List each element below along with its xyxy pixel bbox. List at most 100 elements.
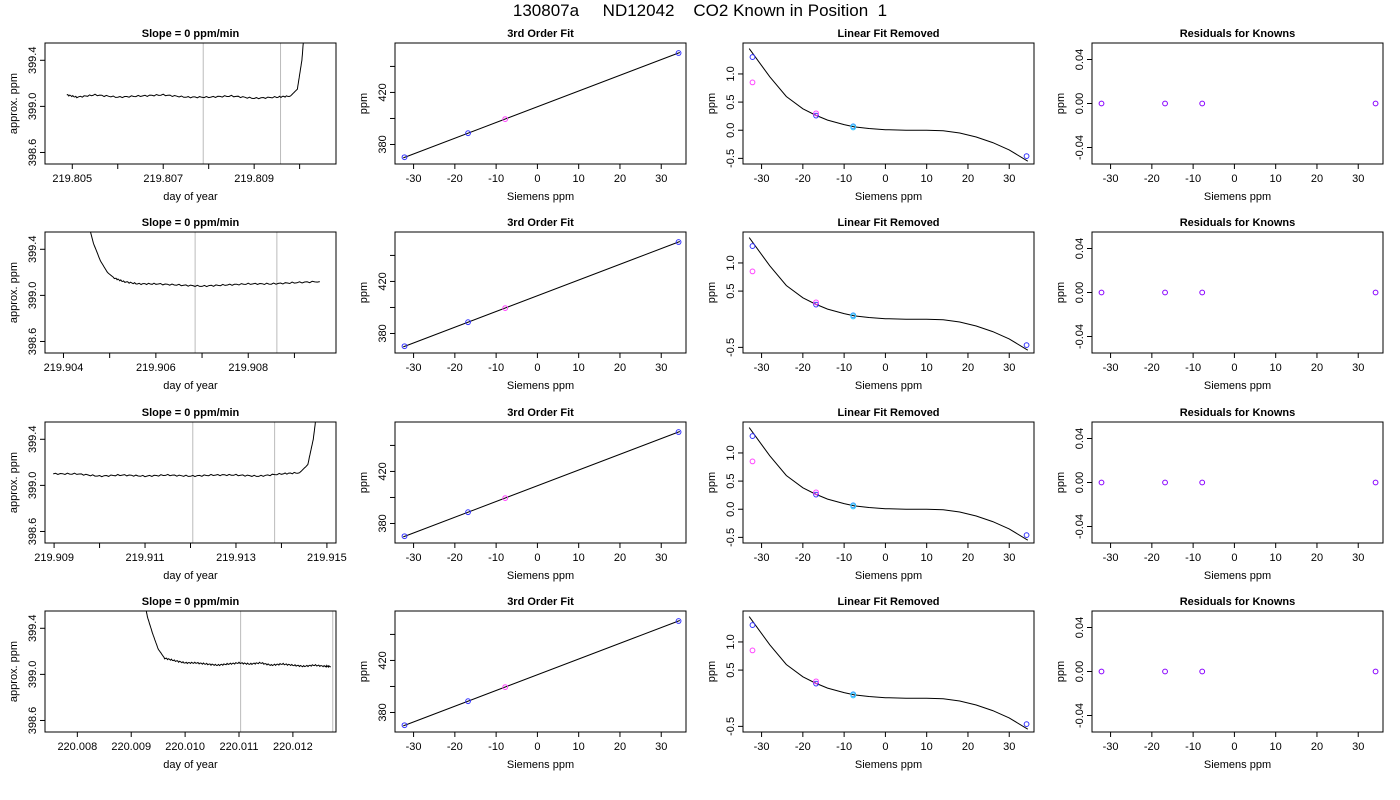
data-point bbox=[1023, 342, 1030, 349]
x-tick-label: -20 bbox=[795, 173, 811, 185]
data-point bbox=[1372, 289, 1379, 296]
panel-time-series-row-2: Slope = 0 ppm/min 219.904 219.906 219.908 39… bbox=[8, 217, 337, 392]
x-tick-label: -20 bbox=[1144, 362, 1160, 374]
data-point bbox=[749, 458, 756, 465]
x-tick-label: 20 bbox=[962, 552, 974, 564]
y-axis-label: ppm bbox=[358, 282, 370, 303]
data-series-line bbox=[66, 43, 304, 100]
y-axis-label: ppm bbox=[706, 472, 718, 493]
panel-linear-removed-row-2: Linear Fit Removed -30 -20 -10 0 10 20 30 -0.5 0.… bbox=[706, 217, 1035, 392]
plot-area bbox=[748, 48, 1030, 162]
data-point bbox=[502, 495, 509, 502]
y-tick-label: 0.00 bbox=[1074, 472, 1086, 493]
panel-frame bbox=[742, 610, 1035, 733]
data-point bbox=[1023, 153, 1030, 160]
x-tick-label: -30 bbox=[754, 173, 770, 185]
data-point bbox=[1098, 100, 1105, 107]
x-tick-label: 0 bbox=[882, 362, 888, 374]
y-axis-label: ppm bbox=[706, 93, 718, 114]
panel-title: Residuals for Knowns bbox=[1180, 28, 1296, 40]
x-tick-label: 0 bbox=[534, 362, 540, 374]
x-tick-label: 30 bbox=[1003, 173, 1015, 185]
x-tick-label: 20 bbox=[1311, 173, 1323, 185]
y-axis-label: approx. ppm bbox=[8, 262, 20, 323]
y-tick-label: 0.00 bbox=[1074, 93, 1086, 114]
page-title: 130807a ND12042 CO2 Known in Position 1 bbox=[512, 1, 888, 20]
data-point bbox=[1023, 532, 1030, 539]
plot-area bbox=[145, 611, 331, 669]
panel-title: 3rd Order Fit bbox=[507, 217, 574, 229]
x-tick-label: 10 bbox=[921, 552, 933, 564]
data-point bbox=[502, 116, 509, 123]
x-tick-label: 219.908 bbox=[228, 362, 268, 374]
panel-title: 3rd Order Fit bbox=[507, 596, 574, 608]
data-point bbox=[813, 110, 819, 117]
y-axis-label: ppm bbox=[358, 661, 370, 682]
data-point bbox=[401, 722, 408, 729]
data-point bbox=[850, 124, 857, 131]
x-tick-label: -20 bbox=[795, 552, 811, 564]
x-tick-label: -20 bbox=[1144, 173, 1160, 185]
y-tick-label: 0.5 bbox=[725, 283, 737, 298]
panel-linear-removed-row-3: Linear Fit Removed -30 -20 -10 0 10 20 30 -0.5 0.… bbox=[706, 407, 1035, 582]
y-tick-label: 1.0 bbox=[725, 634, 737, 649]
panel-time-series-row-1: Slope = 0 ppm/min 219.805 219.807 219.809 39… bbox=[8, 28, 337, 203]
plot-area bbox=[748, 616, 1030, 730]
panel-time-series-row-3: Slope = 0 ppm/min 219.909 219.911 219.913 21… bbox=[8, 407, 347, 582]
panel-title: 3rd Order Fit bbox=[507, 407, 574, 419]
data-point bbox=[749, 268, 756, 275]
x-tick-label: -30 bbox=[406, 362, 422, 374]
x-tick-label: -30 bbox=[754, 552, 770, 564]
x-tick-label: 30 bbox=[1003, 741, 1015, 753]
data-point bbox=[813, 301, 819, 308]
y-tick-label: 420 bbox=[377, 651, 389, 669]
y-axis-label: ppm bbox=[1055, 93, 1067, 114]
panel-frame bbox=[44, 610, 337, 733]
data-point bbox=[1162, 289, 1168, 296]
data-point bbox=[1098, 479, 1105, 486]
x-tick-label: -20 bbox=[1144, 741, 1160, 753]
panel-residuals-row-4: Residuals for Knowns -30 -20 -10 0 10 20 30 -0.0… bbox=[1055, 596, 1384, 771]
data-point bbox=[813, 680, 819, 687]
y-axis-label: approx. ppm bbox=[8, 641, 20, 702]
data-point bbox=[675, 50, 682, 56]
y-tick-label: -0.04 bbox=[1074, 514, 1086, 539]
data-point bbox=[675, 618, 682, 624]
x-tick-label: 219.904 bbox=[44, 362, 84, 374]
x-tick-label: -30 bbox=[1103, 741, 1119, 753]
y-axis-label: ppm bbox=[1055, 661, 1067, 682]
x-tick-label: 30 bbox=[655, 552, 667, 564]
x-tick-label: 219.809 bbox=[234, 173, 274, 185]
plot-area bbox=[53, 422, 316, 478]
plot-area bbox=[1098, 479, 1379, 486]
x-tick-label: 220.009 bbox=[111, 741, 151, 753]
x-axis-label: Siemens ppm bbox=[1204, 570, 1271, 582]
fit-line bbox=[403, 620, 680, 727]
data-point bbox=[1098, 668, 1105, 675]
panel-frame bbox=[1091, 42, 1384, 165]
data-point bbox=[850, 503, 857, 510]
x-tick-label: 10 bbox=[573, 741, 585, 753]
x-tick-label: 220.011 bbox=[220, 741, 259, 753]
data-point bbox=[1372, 100, 1379, 107]
data-point bbox=[749, 243, 756, 249]
data-point bbox=[850, 313, 857, 320]
data-point bbox=[749, 622, 756, 628]
panel-frame bbox=[1091, 231, 1384, 354]
plot-area bbox=[748, 237, 1030, 351]
y-axis-label: ppm bbox=[1055, 282, 1067, 303]
data-point bbox=[1162, 479, 1168, 486]
x-tick-label: 0 bbox=[534, 741, 540, 753]
x-tick-label: 220.008 bbox=[57, 741, 97, 753]
plot-area bbox=[748, 427, 1030, 541]
y-tick-label: -0.04 bbox=[1074, 135, 1086, 160]
x-tick-label: 20 bbox=[614, 552, 626, 564]
x-tick-label: -10 bbox=[488, 362, 504, 374]
y-tick-label: -0.5 bbox=[725, 528, 737, 547]
y-axis-label: ppm bbox=[358, 472, 370, 493]
x-tick-label: 30 bbox=[1352, 362, 1364, 374]
y-tick-label: 0.00 bbox=[1074, 282, 1086, 303]
x-axis-label: Siemens ppm bbox=[855, 570, 922, 582]
x-axis-label: Siemens ppm bbox=[1204, 191, 1271, 203]
y-tick-label: 399.4 bbox=[27, 236, 39, 264]
